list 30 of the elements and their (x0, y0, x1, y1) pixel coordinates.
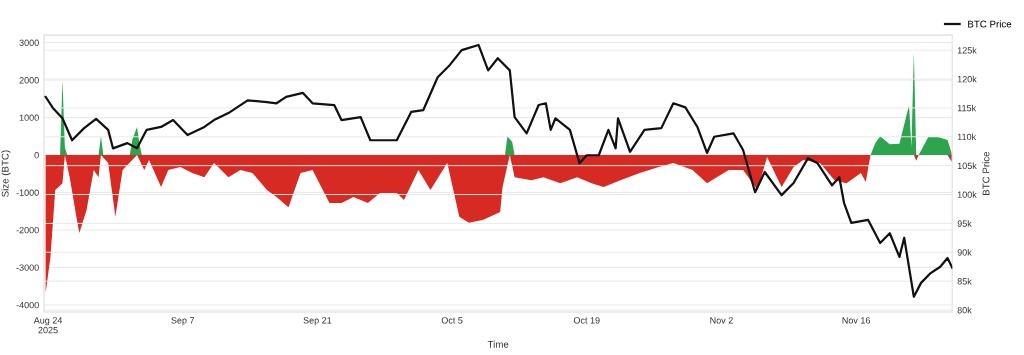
y-tick-label: 1000 (19, 114, 39, 121)
legend-label: BTC Price (968, 20, 1012, 28)
y2-tick-label: 90k (957, 249, 972, 256)
y2-tick-label: 120k (957, 75, 977, 83)
x-tick-label: Sep 7 (171, 317, 195, 326)
y-tick-label: 2000 (19, 77, 39, 84)
y-tick-label: 0 (34, 152, 39, 159)
y2-tick-label: 110k (957, 133, 977, 141)
x-tick-label: Oct 5 (441, 317, 463, 324)
y-tick-label: 3000 (19, 39, 39, 46)
x-tick-label: Nov 16 (842, 317, 871, 324)
x-tick-label: Sep 21 (303, 317, 332, 326)
line-series (44, 43, 953, 298)
x-tick-label: Nov 2 (710, 317, 733, 324)
y2-axis-title: BTC Price (982, 151, 990, 195)
x-tick-label: Oct 19 (573, 317, 600, 324)
y2-tick-label: 105k (957, 162, 977, 170)
y2-tick-label: 85k (957, 277, 972, 285)
x-axis-title: Time (487, 340, 509, 348)
y-tick-label: -3000 (16, 264, 39, 271)
y-tick-label: -2000 (16, 226, 39, 234)
y2-tick-label: 95k (957, 220, 972, 227)
y-axis-title: Size (BTC) (1, 150, 11, 197)
y2-tick-label: 115k (957, 104, 977, 112)
y-tick-label: -1000 (16, 189, 39, 196)
y2-tick-label: 125k (957, 46, 977, 54)
y-tick-label: -4000 (16, 301, 39, 309)
y2-tick-label: 80k (957, 306, 972, 314)
y2-tick-label: 100k (957, 191, 977, 198)
x-tick-label: Aug 24 2025 (33, 317, 63, 334)
